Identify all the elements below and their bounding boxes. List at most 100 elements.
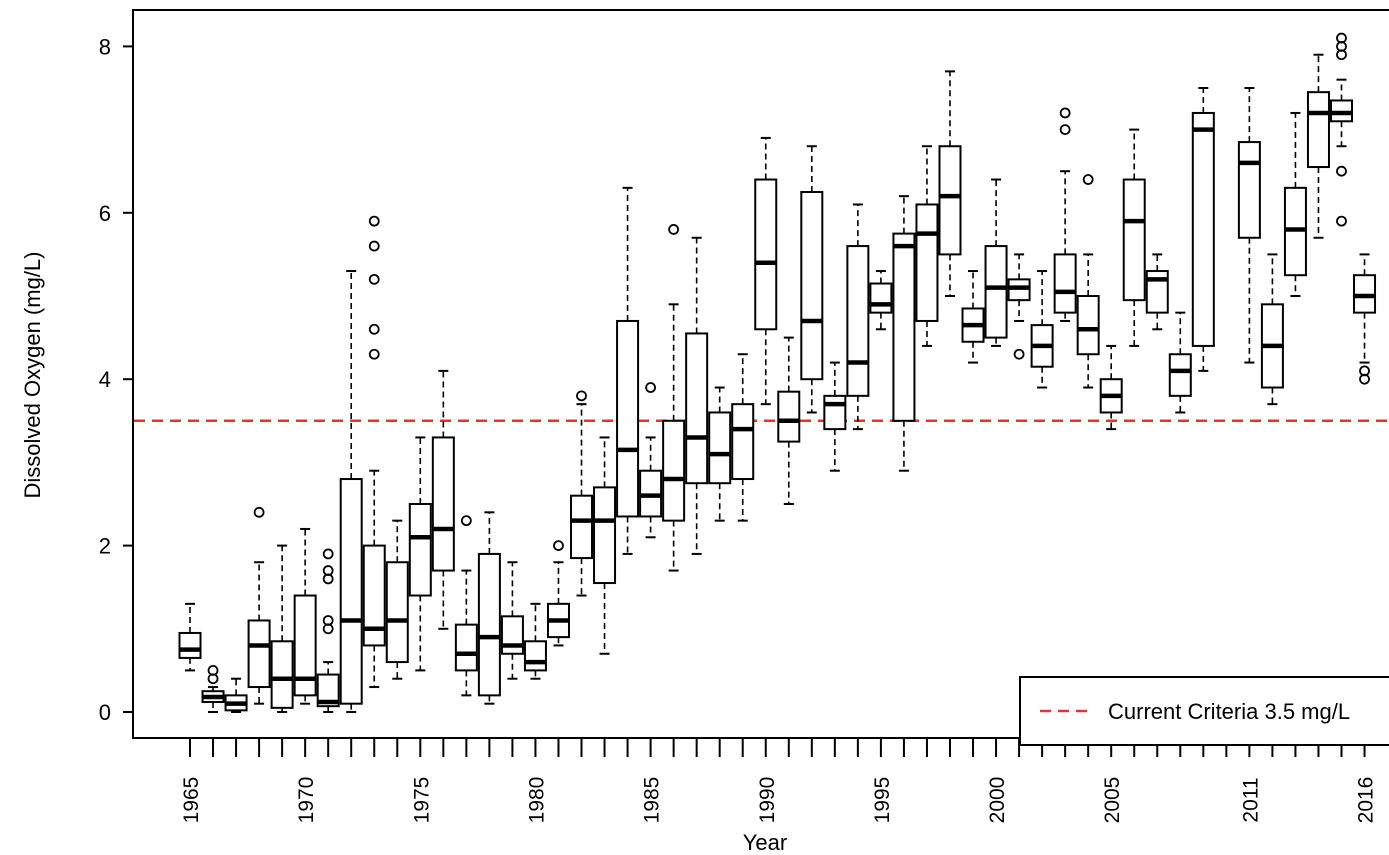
x-tick-label: 2016: [1355, 777, 1378, 824]
legend-label: Current Criteria 3.5 mg/L: [1108, 699, 1350, 724]
outlier-point: [1359, 365, 1370, 377]
iqr-box: [523, 640, 547, 672]
box-1985: [639, 382, 663, 539]
outlier-point: [1336, 215, 1347, 227]
box-1991: [777, 336, 801, 505]
box-1978: [477, 511, 501, 705]
outlier-point: [322, 565, 334, 576]
box-1981: [546, 540, 570, 647]
box-1997: [915, 145, 939, 347]
iqr-box: [385, 561, 409, 664]
box-2008: [1168, 311, 1192, 414]
box-2014: [1306, 53, 1330, 239]
outlier-point: [1013, 348, 1025, 360]
x-tick-label: 2000: [986, 777, 1009, 824]
box-1979: [500, 561, 524, 680]
iqr-box: [984, 245, 1008, 339]
outlier-point: [553, 540, 564, 551]
iqr-box: [800, 191, 824, 381]
box-1984: [616, 186, 640, 555]
outlier-point: [253, 506, 265, 518]
box-1971: [316, 548, 340, 713]
iqr-box: [754, 178, 778, 331]
iqr-box: [915, 203, 939, 322]
box-1995: [869, 270, 893, 331]
box-1996: [892, 195, 916, 472]
iqr-box: [1122, 178, 1146, 302]
iqr-box: [362, 544, 386, 647]
iqr-box: [938, 145, 962, 256]
outlier-point: [1336, 165, 1347, 177]
box-1973: [362, 215, 386, 689]
x-tick-label: 1995: [871, 777, 894, 824]
box-1980: [523, 602, 547, 680]
y-axis-label: Dissolved Oxygen (mg/L): [20, 252, 45, 499]
box-1992: [800, 145, 824, 414]
outlier-point: [1059, 124, 1071, 136]
iqr-box: [777, 390, 801, 443]
iqr-box: [616, 319, 640, 518]
outlier-point: [1059, 107, 1071, 119]
iqr-box: [593, 486, 617, 585]
iqr-box: [1053, 253, 1077, 314]
iqr-box: [708, 411, 732, 485]
outlier-point: [1082, 174, 1094, 185]
iqr-box: [316, 673, 340, 708]
box-2001: [1007, 253, 1031, 360]
iqr-box: [339, 478, 363, 705]
box-2003: [1053, 107, 1077, 322]
box-1989: [731, 353, 755, 522]
box-1969: [270, 544, 294, 713]
box-1974: [385, 519, 409, 680]
box-2002: [1030, 270, 1054, 389]
iqr-box: [1237, 141, 1261, 239]
outlier-point: [322, 548, 334, 560]
iqr-box: [1076, 295, 1100, 356]
outlier-point: [368, 240, 380, 252]
box-2011: [1237, 87, 1261, 364]
iqr-box: [662, 419, 686, 522]
iqr-box: [431, 436, 455, 572]
box-1988: [708, 386, 732, 522]
box-1987: [685, 236, 709, 555]
iqr-box: [270, 640, 294, 709]
iqr-box: [178, 631, 202, 659]
box-2013: [1283, 111, 1307, 297]
box-1966: [201, 665, 225, 713]
outlier-point: [668, 224, 680, 235]
x-tick-label: 1990: [756, 777, 779, 824]
iqr-box: [823, 394, 847, 431]
outlier-point: [368, 273, 380, 285]
iqr-box: [869, 282, 893, 314]
iqr-box: [500, 615, 524, 655]
box-1990: [754, 136, 778, 406]
plot-layer: 0 2 4 6 8 1965 1970 1975 1980 1985 1990 1995 2000 200…: [99, 9, 1389, 824]
box-2005: [1099, 344, 1123, 431]
outlier-point: [368, 348, 380, 360]
iqr-box: [570, 494, 594, 560]
iqr-box: [1306, 91, 1330, 169]
iqr-box: [408, 503, 432, 597]
box-1976: [431, 369, 455, 630]
box-1993: [823, 361, 847, 472]
box-2006: [1122, 128, 1146, 347]
box-2016: [1353, 253, 1377, 385]
outlier-point: [207, 665, 219, 676]
box-2012: [1260, 253, 1284, 406]
box-1983: [593, 436, 617, 655]
outlier-point: [1336, 32, 1347, 44]
iqr-box: [1191, 111, 1215, 347]
y-tick-label: 2: [99, 534, 111, 559]
x-axis-label: Year: [743, 830, 787, 855]
box-1982: [570, 390, 594, 597]
x-tick-label: 2011: [1239, 777, 1262, 822]
iqr-box: [247, 619, 271, 689]
y-tick-label: 0: [99, 700, 111, 725]
iqr-box: [477, 552, 501, 697]
x-tick-label: 1970: [295, 777, 318, 824]
x-tick-label: 2005: [1101, 777, 1124, 824]
x-tick-label: 1985: [641, 777, 664, 824]
box-1998: [938, 70, 962, 297]
x-tick-label: 1965: [180, 777, 203, 824]
box-2004: [1076, 174, 1100, 389]
